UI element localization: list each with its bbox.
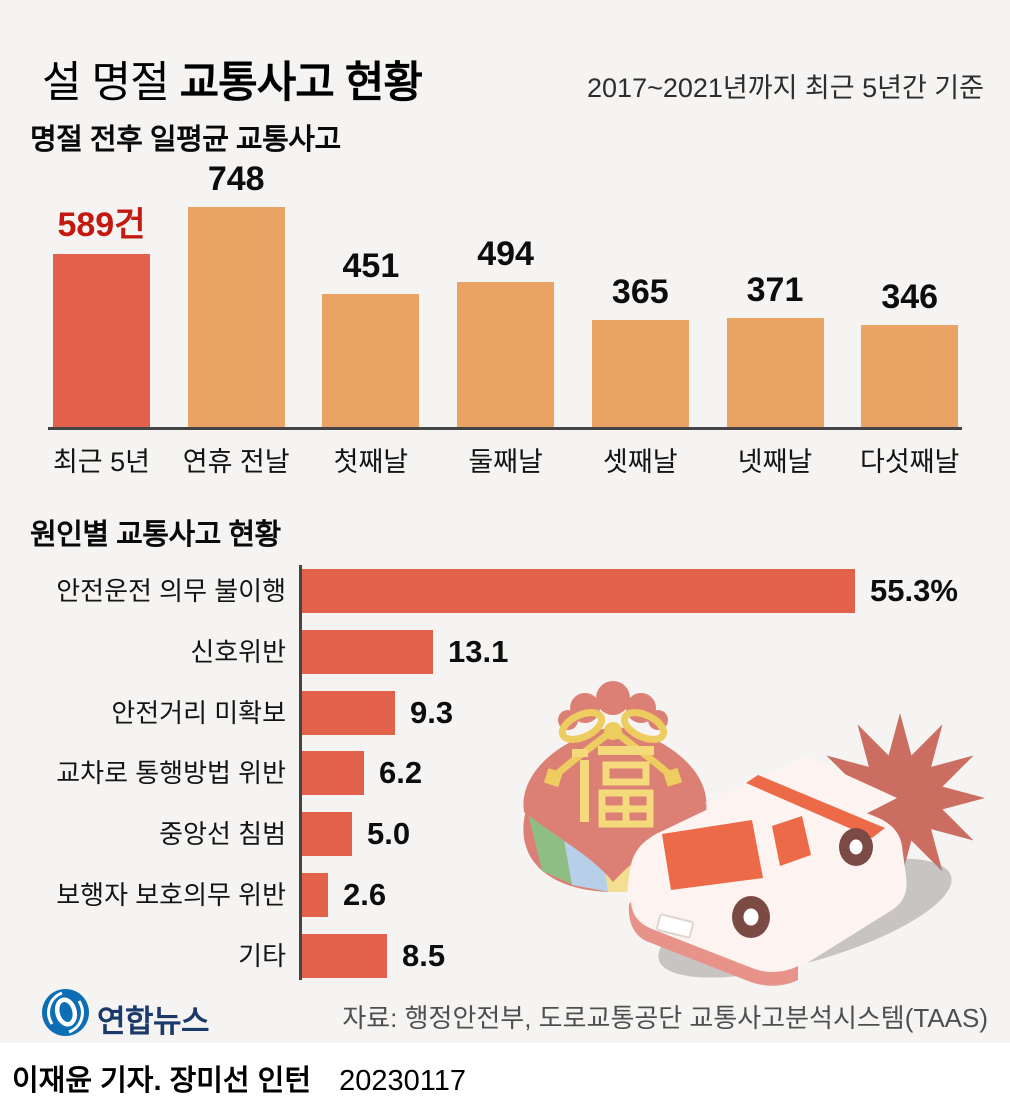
credit-line: 이재윤 기자. 장미선 인턴 20230117	[12, 1057, 466, 1099]
daily-accidents-chart-title: 명절 전후 일평균 교통사고	[30, 124, 341, 156]
daily-bar-category-2: 첫째날	[333, 447, 409, 477]
daily-bar-2	[322, 294, 420, 427]
cause-label-1: 신호위반	[190, 636, 286, 667]
daily-bar-value-4: 365	[611, 273, 669, 311]
daily-bar-value-3: 494	[477, 235, 534, 273]
cause-row-5: 보행자 보호의무 위반 2.6	[0, 873, 1010, 917]
cause-bar-1	[302, 629, 433, 674]
cause-label-2: 안전거리 미확보	[111, 697, 286, 728]
cause-row-3: 교차로 통행방법 위반 6.2	[0, 751, 1010, 796]
cause-value-1: 13.1	[448, 633, 509, 669]
cause-label-5: 보행자 보호의무 위반	[56, 880, 286, 910]
daily-bar-0	[53, 254, 150, 427]
daily-bar-value-6: 346	[881, 278, 939, 316]
cause-bar-3	[302, 751, 364, 796]
daily-bar-5	[726, 318, 824, 427]
cause-row-4: 중앙선 침범 5.0	[0, 812, 1010, 857]
daily-bar-1	[187, 207, 285, 427]
cause-label-4: 중앙선 침범	[159, 819, 286, 850]
daily-bar-category-5: 넷째날	[737, 447, 813, 477]
credit-strip: 이재윤 기자. 장미선 인턴 20230117	[0, 1043, 1010, 1106]
car-icon	[627, 756, 952, 986]
yonhap-logo-icon	[42, 989, 89, 1036]
daily-bar-value-0: 589건	[57, 206, 146, 244]
daily-bar-value-1: 748	[207, 160, 265, 198]
cause-label-6: 기타	[238, 940, 286, 971]
cause-label-0: 안전운전 의무 불이행	[56, 576, 286, 606]
daily-bar-category-0: 최근 5년	[52, 447, 151, 477]
cause-chart: 안전운전 의무 불이행 55.3% 신호위반 13.1 안전거리 미확보 9.3 교차로 통…	[0, 565, 1010, 985]
cause-row-6: 기타 8.5	[0, 933, 1010, 978]
reporter-credit: 이재윤 기자. 장미선 인턴	[12, 1065, 312, 1097]
daily-bar-value-2: 451	[342, 247, 400, 285]
daily-bar-category-1: 연휴 전날	[182, 447, 290, 477]
cause-bar-2	[302, 690, 395, 735]
cause-bar-6	[302, 933, 387, 978]
holiday-crash-illustration	[523, 681, 985, 986]
yonhap-logo-text: 연합뉴스	[97, 1004, 210, 1039]
daily-bar-6	[861, 325, 959, 427]
cause-value-3: 6.2	[379, 755, 423, 791]
cause-label-3: 교차로 통행방법 위반	[56, 758, 286, 789]
crash-star-icon	[815, 713, 985, 883]
page-title: 설 명절 교통사고 현황	[42, 48, 423, 110]
cause-value-0: 55.3%	[870, 573, 958, 608]
cause-chart-title: 원인별 교통사고 현황	[30, 519, 281, 551]
cause-value-6: 8.5	[402, 937, 446, 973]
page-subtitle: 2017~2021년까지 최근 5년간 기준	[587, 73, 984, 103]
page-title-bold: 교통사고 현황	[179, 59, 423, 107]
cause-chart-axis	[299, 565, 302, 980]
cause-row-2: 안전거리 미확보 9.3	[0, 690, 1010, 735]
cause-row-1: 신호위반 13.1	[0, 629, 1010, 674]
page-title-light: 설 명절	[42, 59, 170, 107]
publish-date: 20230117	[339, 1065, 466, 1097]
cause-row-0: 안전운전 의무 불이행 55.3%	[0, 569, 1010, 613]
cause-bar-5	[302, 873, 328, 917]
cause-value-4: 5.0	[367, 816, 411, 852]
daily-bar-4	[591, 320, 689, 427]
cause-value-2: 9.3	[410, 694, 454, 730]
cause-bar-0	[302, 569, 855, 613]
daily-bar-category-6: 다섯째날	[860, 447, 960, 477]
source-note: 자료: 행정안전부, 도로교통공단 교통사고분석시스템(TAAS)	[342, 1003, 988, 1033]
daily-bar-category-4: 셋째날	[603, 447, 678, 477]
cause-bar-4	[302, 812, 352, 857]
pouch-fu-character	[572, 746, 654, 828]
daily-bar-category-3: 둘째날	[468, 447, 543, 477]
daily-bar-value-5: 371	[746, 271, 804, 309]
cause-value-5: 2.6	[343, 877, 387, 912]
daily-bar-3	[457, 282, 555, 427]
